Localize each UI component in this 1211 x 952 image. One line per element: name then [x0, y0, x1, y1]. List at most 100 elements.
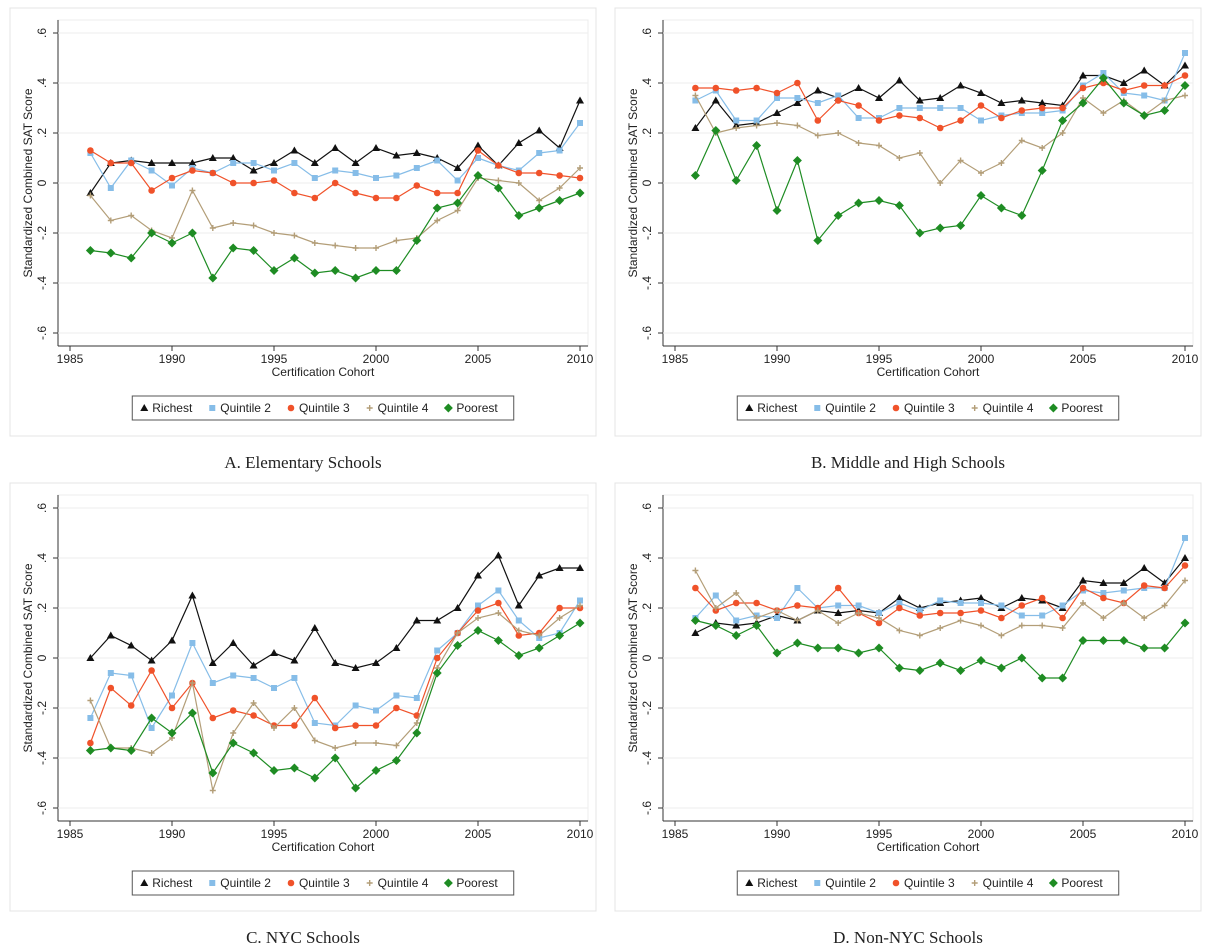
marker-square: [814, 100, 821, 106]
marker-diamond: [1139, 643, 1149, 653]
marker-circle: [834, 97, 842, 104]
x-tick-label: 2000: [363, 352, 390, 366]
marker-plus: [876, 615, 882, 621]
marker-square: [209, 405, 216, 411]
marker-triangle: [895, 76, 904, 84]
marker-diamond: [1098, 73, 1108, 83]
marker-diamond: [167, 238, 177, 248]
marker-square: [794, 585, 801, 591]
x-tick-label: 1985: [662, 827, 689, 841]
x-tick-label: 1985: [662, 352, 689, 366]
marker-circle: [892, 404, 900, 412]
marker-diamond: [1180, 618, 1190, 628]
marker-diamond: [351, 273, 361, 283]
panel: -.6 -.4 -.2 0 .2 .4 .6 1985 1990 1995 2000 2005 2010…: [9, 7, 597, 437]
marker-circle: [413, 182, 421, 189]
marker-square: [916, 105, 923, 111]
marker-plus: [271, 725, 277, 731]
marker-circle: [753, 84, 760, 92]
marker-diamond: [249, 246, 259, 255]
marker-diamond: [1139, 111, 1149, 120]
marker-triangle: [331, 659, 340, 666]
marker-circle: [556, 172, 563, 179]
marker-plus: [352, 245, 359, 251]
x-tick-label: 2000: [968, 827, 995, 841]
y-tick-label: .4: [640, 78, 654, 88]
marker-circle: [892, 879, 900, 887]
marker-triangle: [127, 641, 136, 649]
y-tick-label: -.4: [35, 276, 49, 290]
marker-triangle: [208, 154, 217, 161]
marker-diamond: [874, 196, 884, 205]
marker-triangle: [535, 126, 544, 134]
marker-triangle: [453, 604, 462, 611]
marker-plus: [128, 212, 135, 219]
marker-plus: [1018, 622, 1025, 629]
marker-square: [434, 157, 441, 164]
marker-circle: [229, 179, 237, 187]
marker-diamond: [167, 728, 177, 738]
marker-plus: [733, 125, 740, 131]
marker-square: [774, 95, 780, 101]
y-axis-title: Standardized Combined SAT Score: [21, 563, 35, 752]
marker-triangle: [1079, 71, 1087, 79]
marker-diamond: [1058, 673, 1068, 683]
marker-diamond: [310, 268, 320, 278]
marker-square: [978, 117, 984, 124]
marker-plus: [937, 180, 944, 186]
marker-diamond: [935, 223, 945, 233]
marker-triangle: [576, 564, 584, 571]
marker-diamond: [269, 766, 279, 775]
marker-circle: [556, 604, 563, 612]
marker-triangle: [372, 144, 380, 151]
marker-plus: [434, 217, 441, 224]
marker-diamond: [1037, 166, 1047, 175]
marker-plus: [1059, 130, 1066, 136]
marker-plus: [855, 140, 862, 146]
panel: -.6 -.4 -.2 0 .2 .4 .6 1985 1990 1995 2000 2005 2010…: [614, 7, 1202, 437]
marker-square: [855, 115, 862, 121]
marker-circle: [794, 79, 801, 87]
marker-diamond: [1119, 98, 1129, 108]
marker-circle: [1140, 582, 1148, 589]
marker-circle: [209, 169, 217, 177]
y-tick-label: .6: [35, 28, 49, 38]
x-tick-label: 1985: [57, 827, 84, 841]
legend: Richest Quintile 2 Quintile 3 Quintile 4 Poo…: [736, 870, 1120, 896]
marker-circle: [1059, 614, 1066, 622]
marker-triangle: [208, 659, 217, 666]
marker-square: [169, 182, 175, 189]
marker-diamond: [976, 656, 986, 665]
marker-triangle: [514, 139, 523, 146]
x-tick-label: 2010: [567, 352, 594, 366]
marker-diamond: [956, 666, 966, 675]
marker-diamond: [106, 248, 116, 258]
marker-square: [311, 720, 318, 726]
marker-diamond: [147, 713, 157, 723]
marker-plus: [373, 740, 379, 746]
x-tick-label: 2005: [1070, 827, 1097, 841]
marker-diamond: [443, 878, 453, 888]
marker-diamond: [391, 266, 401, 275]
marker-diamond: [915, 228, 925, 238]
marker-diamond: [792, 638, 802, 648]
marker-square: [107, 670, 114, 676]
marker-circle: [977, 607, 985, 614]
marker-diamond: [351, 783, 361, 793]
marker-plus: [454, 630, 461, 636]
x-tick-label: 2010: [1172, 827, 1199, 841]
x-tick-label: 2000: [968, 352, 995, 366]
marker-circle: [148, 187, 155, 194]
marker-diamond: [106, 743, 116, 753]
y-tick-label: 0: [640, 654, 654, 661]
marker-diamond: [85, 246, 95, 255]
marker-circle: [107, 159, 115, 167]
marker-square: [373, 175, 379, 181]
marker-diamond: [534, 643, 544, 653]
x-tick-label: 1990: [764, 827, 791, 841]
marker-square: [495, 587, 502, 594]
marker-plus: [957, 617, 964, 624]
x-axis-title: Certification Cohort: [877, 365, 980, 379]
marker-circle: [291, 722, 298, 729]
y-tick-label: .4: [35, 78, 49, 88]
